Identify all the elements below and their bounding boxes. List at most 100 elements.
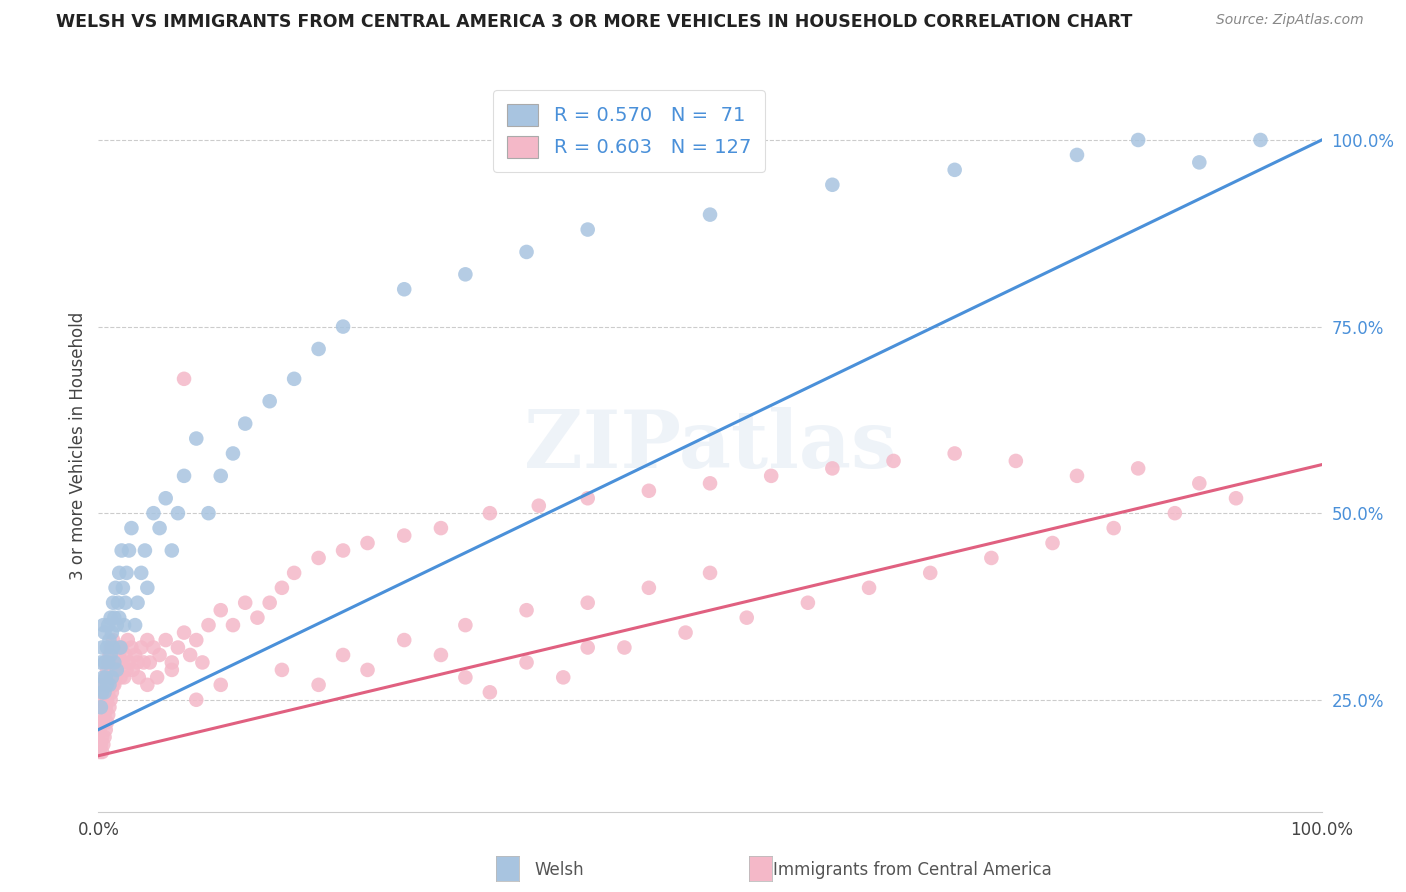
Point: [142, 640, 165, 655]
Point: [699, 476, 721, 491]
Point: [90, 715, 112, 730]
Point: [98, 678, 121, 692]
Point: [120, 521, 142, 535]
Point: [735, 610, 758, 624]
Point: [101, 596, 124, 610]
Point: [392, 633, 416, 648]
Point: [100, 610, 122, 624]
Point: [103, 678, 125, 692]
Point: [160, 663, 183, 677]
Point: [699, 566, 721, 580]
Point: [392, 282, 416, 296]
Point: [101, 670, 124, 684]
Point: [101, 633, 124, 648]
Point: [104, 670, 127, 684]
Point: [821, 461, 844, 475]
Point: [107, 656, 129, 670]
Point: [90, 738, 112, 752]
Point: [127, 656, 149, 670]
Point: [233, 596, 256, 610]
Point: [797, 596, 820, 610]
Point: [515, 244, 537, 259]
Point: [1042, 536, 1064, 550]
Point: [1188, 476, 1211, 491]
Point: [1128, 461, 1150, 475]
Point: [98, 648, 121, 662]
Text: ZIPatlas: ZIPatlas: [524, 407, 896, 485]
Point: [105, 663, 128, 677]
Point: [93, 656, 115, 670]
Point: [101, 685, 124, 699]
Point: [93, 625, 115, 640]
Point: [96, 692, 118, 706]
Point: [91, 685, 114, 699]
Point: [392, 528, 416, 542]
Point: [332, 648, 354, 662]
Point: [132, 656, 155, 670]
Point: [114, 648, 136, 662]
Point: [136, 633, 159, 648]
Point: [186, 432, 208, 446]
Point: [160, 656, 183, 670]
Point: [167, 506, 190, 520]
Point: [478, 506, 501, 520]
Point: [699, 208, 721, 222]
Point: [114, 596, 136, 610]
Point: [186, 692, 208, 706]
Y-axis label: 3 or more Vehicles in Household: 3 or more Vehicles in Household: [69, 312, 87, 580]
Point: [98, 678, 121, 692]
Point: [90, 656, 112, 670]
Point: [111, 543, 134, 558]
Point: [613, 640, 636, 655]
Point: [104, 648, 127, 662]
Point: [308, 342, 330, 356]
Legend: R = 0.570   N =  71, R = 0.603   N = 127: R = 0.570 N = 71, R = 0.603 N = 127: [494, 90, 765, 172]
Point: [478, 685, 501, 699]
Point: [167, 640, 190, 655]
Point: [209, 678, 232, 692]
Point: [222, 618, 245, 632]
Point: [91, 738, 114, 752]
Point: [107, 596, 129, 610]
Point: [920, 566, 942, 580]
Point: [1004, 454, 1026, 468]
Point: [155, 491, 177, 506]
Point: [110, 670, 132, 684]
Point: [1066, 468, 1088, 483]
Point: [100, 692, 122, 706]
Point: [124, 648, 146, 662]
Point: [93, 685, 115, 699]
Point: [129, 566, 152, 580]
Text: Welsh: Welsh: [534, 861, 583, 879]
Point: [97, 656, 120, 670]
Point: [96, 640, 118, 655]
Point: [91, 715, 114, 730]
Point: [91, 692, 114, 706]
Point: [89, 678, 111, 692]
Point: [97, 656, 120, 670]
Point: [139, 656, 162, 670]
Point: [91, 640, 114, 655]
Point: [101, 656, 124, 670]
Point: [100, 648, 122, 662]
Point: [1128, 133, 1150, 147]
Point: [259, 596, 281, 610]
Point: [91, 745, 114, 759]
Point: [94, 656, 117, 670]
Point: [179, 648, 201, 662]
Point: [186, 633, 208, 648]
Point: [308, 678, 330, 692]
Point: [454, 618, 477, 632]
Point: [103, 656, 125, 670]
Point: [142, 506, 165, 520]
Point: [173, 625, 195, 640]
Point: [576, 222, 599, 236]
Point: [110, 640, 132, 655]
Point: [1102, 521, 1125, 535]
Point: [527, 499, 550, 513]
Point: [155, 633, 177, 648]
Point: [638, 581, 661, 595]
Text: Immigrants from Central America: Immigrants from Central America: [773, 861, 1052, 879]
Point: [89, 745, 111, 759]
Point: [197, 506, 219, 520]
